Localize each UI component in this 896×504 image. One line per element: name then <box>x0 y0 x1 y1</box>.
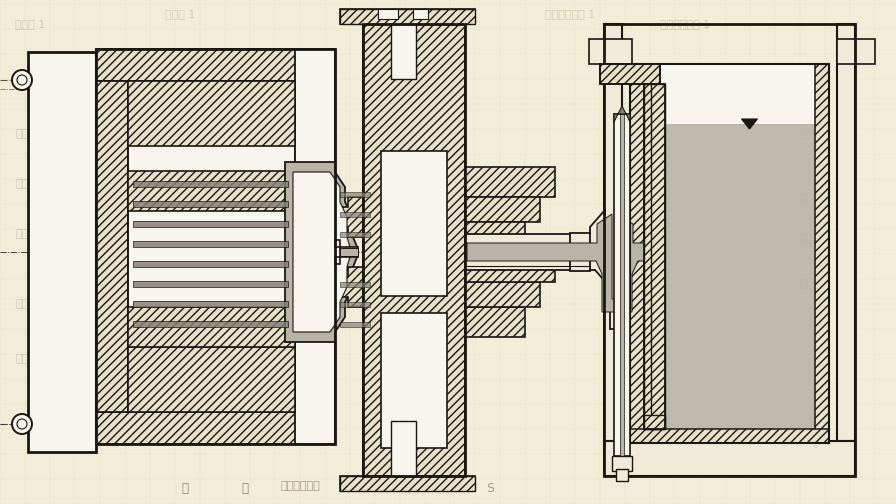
Polygon shape <box>614 106 630 122</box>
Bar <box>391 24 416 79</box>
Polygon shape <box>465 210 665 329</box>
Text: 镶块: 镶块 <box>15 229 29 239</box>
Bar <box>837 24 855 441</box>
Bar <box>616 469 628 481</box>
Bar <box>128 171 295 211</box>
Bar <box>381 151 447 296</box>
Text: 弹簧: 弹簧 <box>15 299 29 309</box>
Bar <box>644 415 665 429</box>
Bar <box>465 252 555 282</box>
Text: 动片: 动片 <box>15 179 29 189</box>
Polygon shape <box>742 119 757 129</box>
Bar <box>600 64 660 84</box>
Bar <box>133 201 288 207</box>
Bar <box>614 114 630 456</box>
Bar <box>465 197 540 222</box>
Polygon shape <box>293 172 350 332</box>
Text: 冷却液: 冷却液 <box>800 129 820 139</box>
Bar <box>133 301 288 307</box>
Bar <box>391 421 416 476</box>
Text: 导柱: 导柱 <box>15 354 29 364</box>
Polygon shape <box>335 267 363 307</box>
Bar <box>128 307 295 347</box>
Bar <box>96 49 335 444</box>
Bar <box>570 233 590 271</box>
Bar <box>340 476 475 491</box>
Text: 压铸模 1: 压铸模 1 <box>15 19 46 29</box>
Bar <box>128 81 295 412</box>
Text: 原料桶: 原料桶 <box>800 194 820 204</box>
Bar <box>620 114 624 456</box>
Bar <box>604 441 855 476</box>
Bar <box>133 181 288 187</box>
Bar <box>600 64 660 84</box>
Bar <box>128 347 295 412</box>
Bar <box>133 281 288 287</box>
Bar <box>340 282 370 287</box>
Bar <box>133 221 288 227</box>
Bar <box>295 49 335 444</box>
Bar <box>340 192 370 197</box>
Bar <box>340 248 358 256</box>
Bar <box>465 167 555 197</box>
Bar <box>465 222 525 252</box>
Bar <box>465 238 575 266</box>
Bar <box>340 322 370 327</box>
Bar <box>381 313 447 448</box>
Bar <box>630 429 829 443</box>
Bar <box>651 84 665 429</box>
Circle shape <box>12 70 32 90</box>
Bar <box>133 241 288 247</box>
Bar <box>467 244 575 260</box>
Text: S: S <box>486 482 494 495</box>
Bar <box>340 9 475 24</box>
Bar <box>133 261 288 267</box>
Polygon shape <box>285 162 357 342</box>
Polygon shape <box>335 240 358 264</box>
Text: 模: 模 <box>182 482 188 495</box>
Text: 冷却水管接头 1: 冷却水管接头 1 <box>545 9 595 19</box>
Bar <box>465 307 525 337</box>
Bar <box>363 24 465 476</box>
Text: 合金: 合金 <box>15 129 29 139</box>
Bar <box>378 9 398 19</box>
Bar <box>128 81 295 146</box>
Polygon shape <box>467 214 655 312</box>
Bar <box>630 64 829 443</box>
Bar <box>413 9 428 19</box>
Bar <box>815 64 829 443</box>
Bar <box>28 52 96 452</box>
Bar <box>96 412 335 444</box>
Bar <box>644 84 658 429</box>
Bar <box>589 39 632 64</box>
Bar <box>96 49 335 81</box>
Bar <box>363 24 465 476</box>
Text: 液面: 液面 <box>800 234 814 244</box>
Bar <box>340 232 370 237</box>
Bar <box>644 124 815 429</box>
Text: 压铸模 1: 压铸模 1 <box>165 9 195 19</box>
Text: 型: 型 <box>242 482 248 495</box>
Bar <box>340 212 370 217</box>
Bar <box>604 24 622 441</box>
Text: 阿式喷压铸机: 阿式喷压铸机 <box>280 481 320 491</box>
Bar <box>630 64 644 443</box>
Bar <box>644 84 665 429</box>
Bar <box>651 84 658 415</box>
Bar <box>612 456 632 471</box>
Bar <box>133 321 288 327</box>
Bar <box>340 476 475 491</box>
Bar <box>837 39 875 64</box>
Bar <box>96 81 128 412</box>
Text: 冷却水管接头 1: 冷却水管接头 1 <box>660 19 711 29</box>
Text: 液面: 液面 <box>800 279 814 289</box>
Bar <box>340 9 475 24</box>
Polygon shape <box>335 197 363 237</box>
Bar <box>340 302 370 307</box>
Circle shape <box>12 414 32 434</box>
Bar <box>644 64 815 124</box>
Bar <box>465 282 540 307</box>
Bar <box>604 24 855 476</box>
